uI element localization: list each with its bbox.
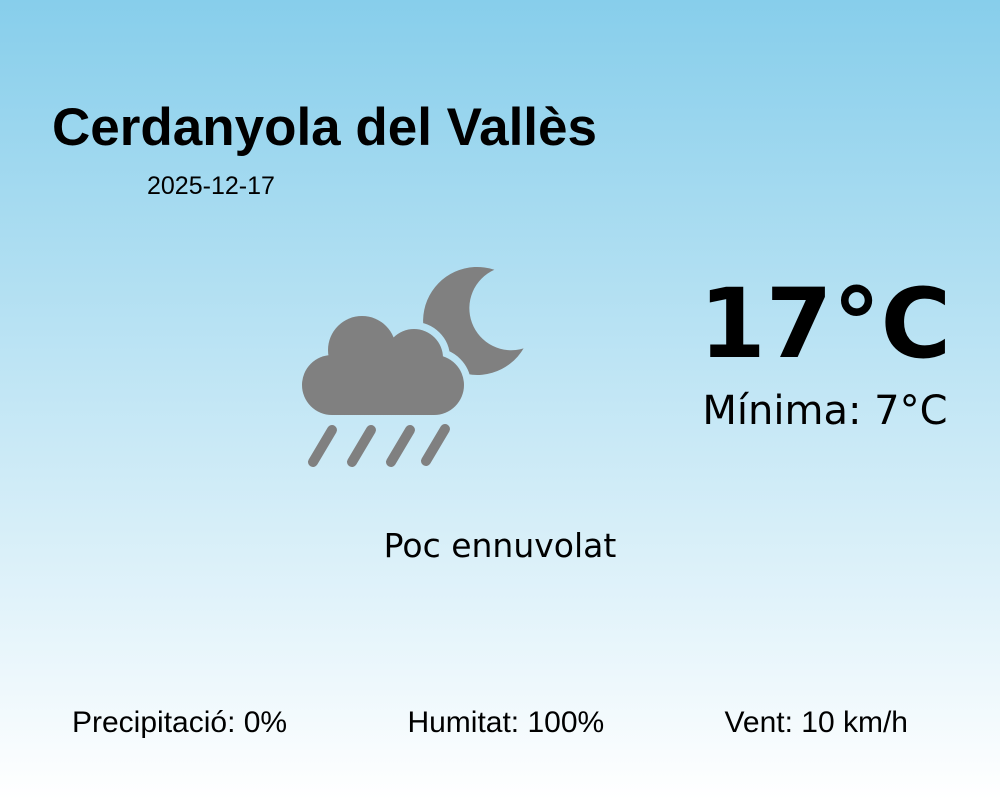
current-temperature: 17°C [698, 268, 952, 380]
min-temperature-label: Mínima: 7°C [702, 388, 948, 434]
cloud-shape [302, 316, 464, 415]
stats-row: Precipitació: 0% Humitat: 100% Vent: 10 … [72, 708, 908, 738]
date-label: 2025-12-17 [147, 172, 275, 200]
precipitation-stat: Precipitació: 0% [72, 706, 288, 739]
moon-crescent [423, 266, 524, 375]
wind-stat: Vent: 10 km/h [724, 706, 908, 739]
humidity-stat: Humitat: 100% [407, 706, 605, 739]
page-title: Cerdanyola del Vallès [52, 98, 597, 157]
condition-text: Poc ennuvolat [383, 526, 617, 565]
cloud-moon-rain-icon [290, 255, 540, 475]
rain-streaks [308, 424, 450, 467]
